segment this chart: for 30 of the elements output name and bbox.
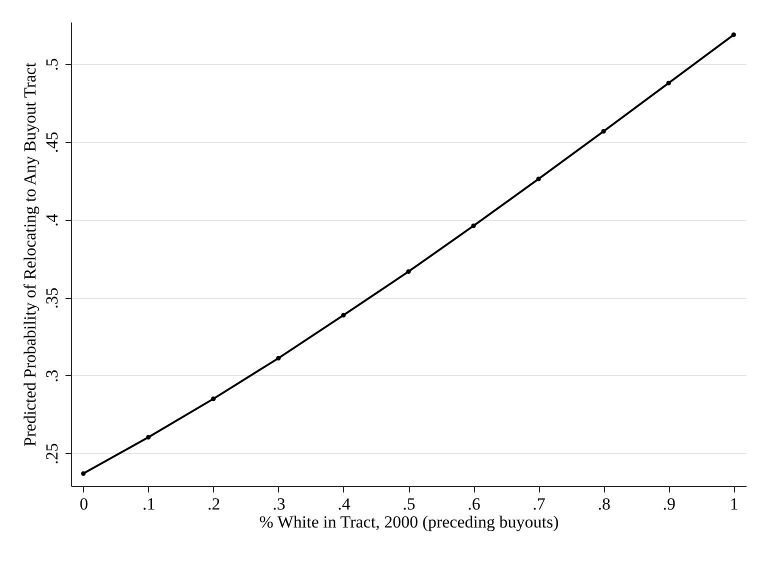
x-tick-label: 0 — [80, 494, 88, 514]
x-tick-label: .9 — [662, 494, 676, 514]
x-tick-label: .4 — [338, 494, 351, 514]
y-tick-label: .5 — [42, 58, 62, 71]
point — [276, 356, 281, 361]
x-tick-label: .3 — [272, 494, 286, 514]
point — [341, 312, 346, 318]
point — [211, 396, 216, 402]
y-tick-label: .3 — [42, 370, 62, 382]
point — [666, 80, 671, 86]
y-tick-label: .25 — [42, 443, 62, 464]
x-tick-label: .2 — [208, 494, 220, 514]
x-tick-label: .1 — [142, 494, 156, 514]
point — [146, 434, 151, 440]
x-tick-label: .7 — [532, 494, 546, 514]
y-tick-label: .45 — [42, 132, 62, 154]
y-axis-title: Predicted Probability of Relocating to Any Buyout Tract — [20, 62, 40, 446]
x-tick-label: .5 — [402, 494, 416, 514]
point — [406, 269, 411, 274]
point — [731, 32, 736, 38]
x-tick-label: .6 — [468, 494, 480, 514]
y-tick-label: .4 — [42, 213, 62, 227]
x-tick-label: .8 — [598, 494, 610, 514]
y-tick-label: .35 — [42, 287, 62, 309]
point — [471, 223, 476, 228]
point — [601, 128, 606, 134]
x-tick-label: 1 — [730, 494, 738, 514]
point — [81, 471, 86, 476]
point — [536, 176, 541, 182]
x-axis-title: % White in Tract, 2000 (preceding buyouts) — [259, 512, 559, 532]
